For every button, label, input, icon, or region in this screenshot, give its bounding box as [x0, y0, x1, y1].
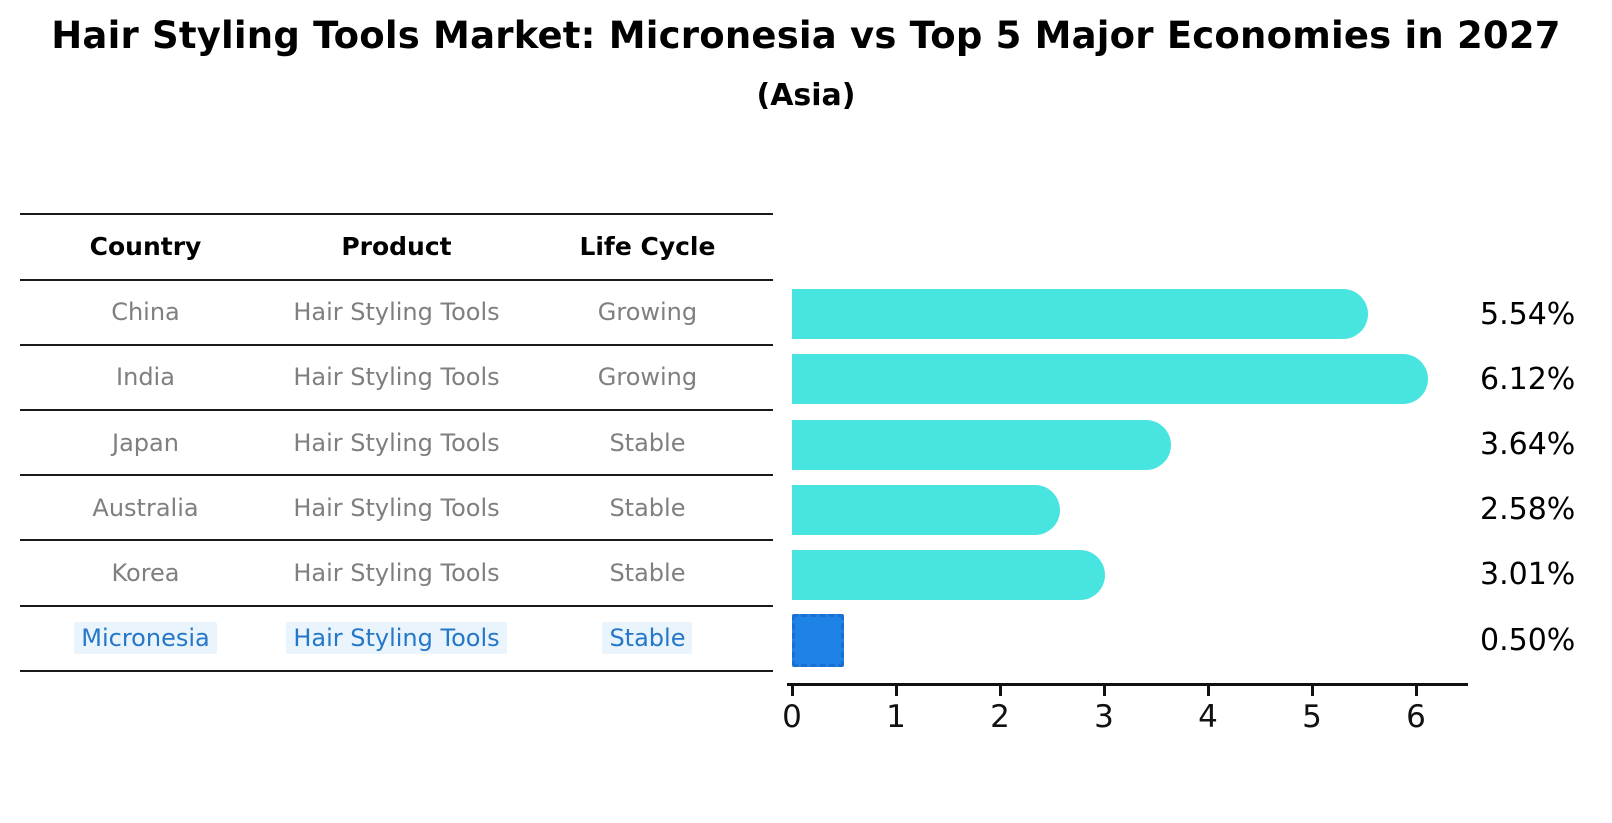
plot-area: 0 1 2 3 4 5 6: [782, 213, 1468, 737]
table-cell-country-text: Micronesia: [74, 622, 217, 655]
table-cell-lifecycle-text: Growing: [597, 298, 698, 327]
table-cell-product: Hair Styling Tools: [271, 559, 522, 587]
bars-container: [792, 279, 1468, 670]
x-tick-label: 0: [782, 698, 802, 735]
table-cell-lifecycle-text: Stable: [609, 428, 686, 457]
x-tick-label: 3: [1094, 698, 1114, 735]
table-cell-country-text: Korea: [111, 558, 180, 587]
bar-value-label: 3.01%: [1480, 557, 1576, 593]
bar-value-label: 0.50%: [1480, 622, 1576, 658]
table-cell-product: Hair Styling Tools: [271, 298, 522, 326]
table-cell-country-text: China: [111, 298, 180, 327]
table-cell-country-text: Japan: [112, 428, 179, 457]
table-cell-product-text: Hair Styling Tools: [286, 622, 507, 655]
bar-value-label: 6.12%: [1480, 361, 1576, 397]
column-header-country: Country: [89, 232, 202, 262]
table-cell-product: Hair Styling Tools: [271, 494, 522, 522]
x-tick-mark: [791, 685, 794, 696]
table-cell-product-text: Hair Styling Tools: [293, 298, 500, 327]
x-tick-mark: [1415, 685, 1418, 696]
bar-value-label: 3.64%: [1480, 427, 1576, 463]
bar-row: [792, 605, 1468, 670]
table-cell-lifecycle-text: Stable: [609, 493, 686, 522]
table-row: Australia Hair Styling Tools Stable: [20, 476, 773, 542]
bar-row: [792, 344, 1468, 409]
table-cell-country: Australia: [20, 494, 271, 522]
table-cell-product: Hair Styling Tools: [271, 363, 522, 391]
bar-korea: [792, 549, 1106, 600]
table-cell-lifecycle: Growing: [522, 298, 773, 326]
table-row: Japan Hair Styling Tools Stable: [20, 411, 773, 477]
bar-micronesia: [792, 613, 844, 667]
x-tick-label: 2: [990, 698, 1010, 735]
table-row: China Hair Styling Tools Growing: [20, 281, 773, 346]
table-cell-product-text: Hair Styling Tools: [293, 428, 500, 457]
table-cell-country: Korea: [20, 559, 271, 587]
x-tick-label: 6: [1406, 698, 1426, 735]
bar-china: [792, 289, 1369, 340]
value-labels: 5.54% 6.12% 3.64% 2.58% 3.01% 0.50%: [1480, 213, 1612, 737]
table-cell-product-text: Hair Styling Tools: [293, 493, 500, 522]
figure: Hair Styling Tools Market: Micronesia vs…: [0, 0, 1612, 737]
table-cell-product: Hair Styling Tools: [271, 622, 522, 655]
page-title: Hair Styling Tools Market: Micronesia vs…: [51, 14, 1561, 57]
table-row: Korea Hair Styling Tools Stable: [20, 541, 773, 607]
bar-india: [792, 354, 1429, 405]
figure-body: Country Product Life Cycle China Hair Sty…: [0, 213, 1612, 737]
x-tick-mark: [1311, 685, 1314, 696]
x-tick-mark: [999, 685, 1002, 696]
table-header-row: Country Product Life Cycle: [20, 215, 773, 281]
bar-row: [792, 474, 1468, 539]
table-cell-country: China: [20, 298, 271, 326]
bar-row: [792, 409, 1468, 474]
x-tick-mark: [1103, 685, 1106, 696]
table-cell-lifecycle: Stable: [522, 429, 773, 457]
bar-australia: [792, 484, 1061, 535]
x-tick-label: 4: [1198, 698, 1218, 735]
bar-value-label: 2.58%: [1480, 492, 1576, 528]
table-cell-country: Micronesia: [20, 622, 271, 655]
table-cell-lifecycle-text: Stable: [602, 622, 693, 655]
table-cell-lifecycle: Stable: [522, 494, 773, 522]
table-cell-country: Japan: [20, 429, 271, 457]
table-cell-product: Hair Styling Tools: [271, 429, 522, 457]
table-cell-lifecycle: Stable: [522, 622, 773, 655]
x-axis: 0 1 2 3 4 5 6: [782, 682, 1468, 738]
table-cell-country: India: [20, 363, 271, 391]
bar-chart: 0 1 2 3 4 5 6 5.54% 6.12% 3.64% 2.58% 3.01% 0.50%: [782, 213, 1612, 737]
bar-row: [792, 539, 1468, 604]
column-header-product: Product: [341, 232, 452, 262]
table-cell-product-text: Hair Styling Tools: [293, 558, 500, 587]
x-tick-mark: [1207, 685, 1210, 696]
bar-value-label: 5.54%: [1480, 296, 1576, 332]
table-cell-country-text: Australia: [92, 493, 199, 522]
table-body: China Hair Styling Tools Growing India Hair …: [20, 281, 773, 672]
data-table: Country Product Life Cycle China Hair Sty…: [20, 213, 773, 737]
table-cell-lifecycle: Growing: [522, 363, 773, 391]
table-row: Micronesia Hair Styling Tools Stable: [20, 607, 773, 672]
x-tick-mark: [895, 685, 898, 696]
table-cell-lifecycle: Stable: [522, 559, 773, 587]
table-cell-lifecycle-text: Growing: [597, 363, 698, 392]
x-tick-label: 5: [1302, 698, 1322, 735]
table-row: India Hair Styling Tools Growing: [20, 346, 773, 411]
table-cell-country-text: India: [116, 363, 175, 392]
table-cell-product-text: Hair Styling Tools: [293, 363, 500, 392]
bar-row: [792, 279, 1468, 344]
page-subtitle: (Asia): [756, 78, 856, 114]
x-tick-label: 1: [886, 698, 906, 735]
figure-header: Hair Styling Tools Market: Micronesia vs…: [0, 0, 1612, 113]
bar-japan: [792, 419, 1171, 470]
table-cell-lifecycle-text: Stable: [609, 558, 686, 587]
column-header-lifecycle: Life Cycle: [579, 232, 716, 262]
